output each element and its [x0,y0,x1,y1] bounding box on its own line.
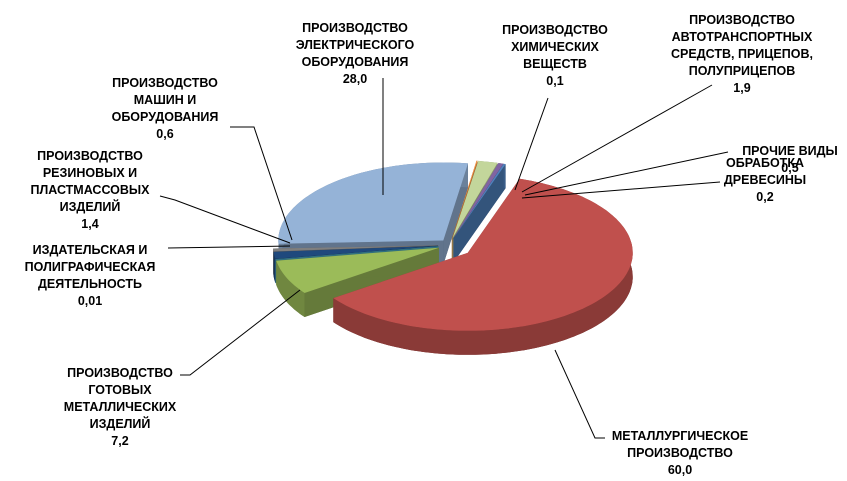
slice-wall [503,163,506,189]
value-label: 0,2 [756,190,774,204]
slice-label: ПРОИЗВОДСТВО ХИМИЧЕСКИХ ВЕЩЕСТВ 0,1 [500,22,610,90]
slice-side [453,164,506,263]
slice-wall [273,251,276,283]
value-label: 0,1 [546,74,564,88]
slice [278,162,468,244]
slice [273,245,439,252]
slice-label: ПРОИЗВОДСТВО МАШИН И ОБОРУДОВАНИЯ 0,6 [95,75,235,143]
slice-wall [276,260,305,317]
category-name: ОБРАБОТКА ДРЕВЕСИНЫ [723,156,807,187]
slice [276,247,439,293]
slice-label: ИЗДАТЕЛЬСКАЯ И ПОЛИГРАФИЧЕСКАЯ ДЕЯТЕЛЬНО… [5,242,175,310]
category-name: ПРОИЗВОДСТВО МАШИН И ОБОРУДОВАНИЯ [111,76,219,124]
category-name: ПРОИЗВОДСТВО ГОТОВЫХ МЕТАЛЛИЧЕСКИХ ИЗДЕЛ… [63,366,177,431]
leader-lines [159,78,729,439]
slice-wall [333,178,633,355]
slice [451,160,478,238]
category-name: ПРОИЗВОДСТВО ЭЛЕКТРИЧЕСКОГО ОБОРУДОВАНИЯ [295,21,415,69]
value-label: 0,6 [156,127,174,141]
slice [453,163,506,239]
slice [273,245,439,259]
slice-label: ПРОИЗВОДСТВО ЭЛЕКТРИЧЕСКОГО ОБОРУДОВАНИЯ… [275,20,435,88]
category-name: ПРОИЗВОДСТВО ХИМИЧЕСКИХ ВЕЩЕСТВ [502,23,608,71]
slice [453,163,504,239]
category-name: ИЗДАТЕЛЬСКАЯ И ПОЛИГРАФИЧЕСКАЯ ДЕЯТЕЛЬНО… [24,243,156,291]
category-name: ПРОИЗВОДСТВО АВТОТРАНСПОРТНЫХ СРЕДСТВ, П… [671,13,813,78]
slice-side [443,163,468,265]
value-label: 0,5 [781,161,799,175]
value-label: 1,4 [81,217,99,231]
value-label: 60,0 [667,463,693,477]
slice-label: ПРОИЗВОДСТВО РЕЗИНОВЫХ И ПЛАСТМАССОВЫХ И… [15,148,165,233]
category-name: ПРОИЗВОДСТВО РЕЗИНОВЫХ И ПЛАСТМАССОВЫХ И… [30,149,150,214]
slice-label: МЕТАЛЛУРГИЧЕСКОЕ ПРОИЗВОДСТВО 60,0 [595,428,765,479]
slice-label: ПРОЧИЕ ВИДЫ 0,5 [720,143,847,177]
slice [452,160,498,238]
value-label: 28,0 [342,72,368,86]
slice-label: ОБРАБОТКА ДРЕВЕСИНЫ 0,2 [705,155,825,206]
slice [333,178,633,331]
value-label: 1,9 [733,81,751,95]
value-label: 0,01 [77,294,103,308]
slice-label: ПРОИЗВОДСТВО ГОТОВЫХ МЕТАЛЛИЧЕСКИХ ИЗДЕЛ… [45,365,195,450]
slice-label: ПРОИЗВОДСТВО АВТОТРАНСПОРТНЫХ СРЕДСТВ, П… [662,12,822,97]
value-label: 7,2 [111,434,129,448]
category-name: ПРОЧИЕ ВИДЫ [742,144,838,158]
category-name: МЕТАЛЛУРГИЧЕСКОЕ ПРОИЗВОДСТВО [611,429,749,460]
